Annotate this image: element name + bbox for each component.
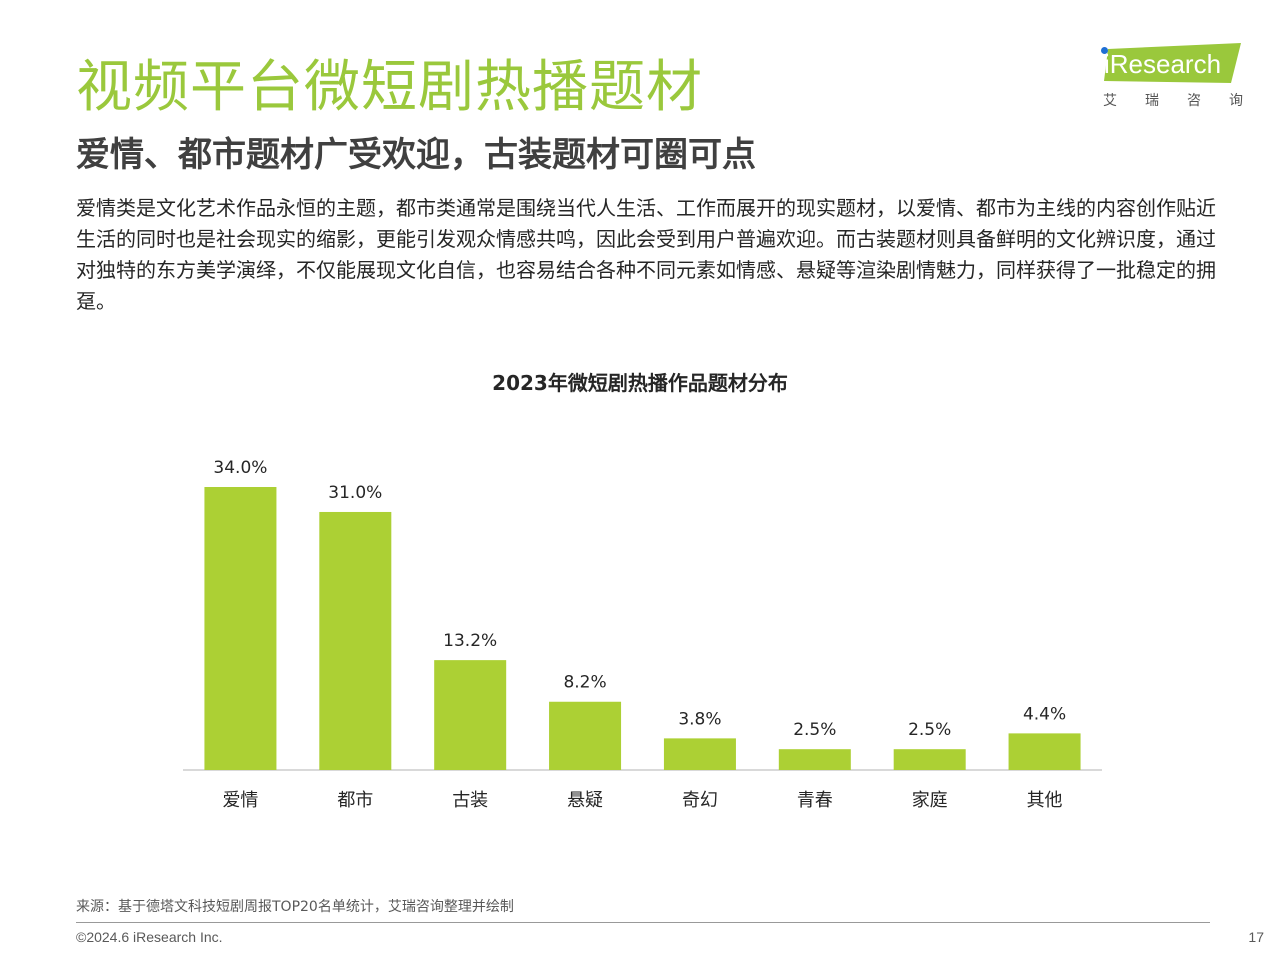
bar-1 bbox=[319, 511, 392, 770]
category-label: 其他 bbox=[1027, 790, 1063, 811]
logo-dot-icon bbox=[1101, 47, 1108, 54]
page-number: 17 bbox=[1248, 929, 1264, 945]
bar-2 bbox=[434, 660, 507, 770]
bar-5 bbox=[778, 749, 851, 770]
category-label: 古装 bbox=[452, 790, 488, 811]
logo-cn-char: 咨 bbox=[1187, 93, 1201, 109]
chart-title: 2023年微短剧热播作品题材分布 bbox=[492, 371, 788, 395]
category-label: 家庭 bbox=[912, 790, 948, 811]
bar-0 bbox=[204, 487, 277, 770]
bar-7 bbox=[1008, 733, 1081, 770]
value-label: 2.5% bbox=[908, 720, 951, 740]
category-label: 爱情 bbox=[222, 790, 258, 811]
copyright: ©2024.6 iResearch Inc. bbox=[76, 929, 223, 945]
logo-cn-char: 瑞 bbox=[1145, 93, 1159, 109]
value-label: 31.0% bbox=[328, 483, 382, 503]
bar-6 bbox=[893, 749, 966, 770]
bar-4 bbox=[663, 738, 736, 770]
footer-divider bbox=[76, 922, 1210, 923]
category-label: 奇幻 bbox=[682, 790, 718, 811]
value-label: 3.8% bbox=[678, 709, 721, 729]
logo-banner-icon bbox=[1104, 43, 1241, 83]
logo-cn-char: 艾 bbox=[1103, 93, 1117, 109]
value-label: 13.2% bbox=[443, 631, 497, 651]
logo-cn-text: 艾 瑞 咨 询 bbox=[1103, 92, 1243, 110]
body-paragraph: 爱情类是文化艺术作品永恒的主题，都市类通常是围绕当代人生活、工作而展开的现实题材… bbox=[76, 196, 1216, 313]
bar-3 bbox=[549, 701, 622, 770]
logo-cn-char: 询 bbox=[1229, 93, 1243, 109]
bar-chart: 34.0% 爱情 31.0% 都市 13.2% 古装 8.2% 悬疑 3.8% 奇幻 2.5% 青春 2… bbox=[183, 458, 1102, 811]
category-label: 悬疑 bbox=[567, 790, 603, 811]
page-subtitle: 爱情、都市题材广受欢迎，古装题材可圈可点 bbox=[76, 135, 756, 175]
category-label: 都市 bbox=[337, 790, 373, 811]
source-note: 来源：基于德塔文科技短剧周报TOP20名单统计，艾瑞咨询整理并绘制 bbox=[76, 899, 514, 915]
category-label: 青春 bbox=[797, 790, 833, 811]
value-label: 34.0% bbox=[213, 458, 267, 478]
page-title: 视频平台微短剧热播题材 bbox=[76, 55, 703, 120]
value-label: 8.2% bbox=[563, 673, 606, 693]
value-label: 4.4% bbox=[1023, 704, 1066, 724]
value-label: 2.5% bbox=[793, 720, 836, 740]
logo-wordmark: iResearch bbox=[1104, 49, 1222, 79]
